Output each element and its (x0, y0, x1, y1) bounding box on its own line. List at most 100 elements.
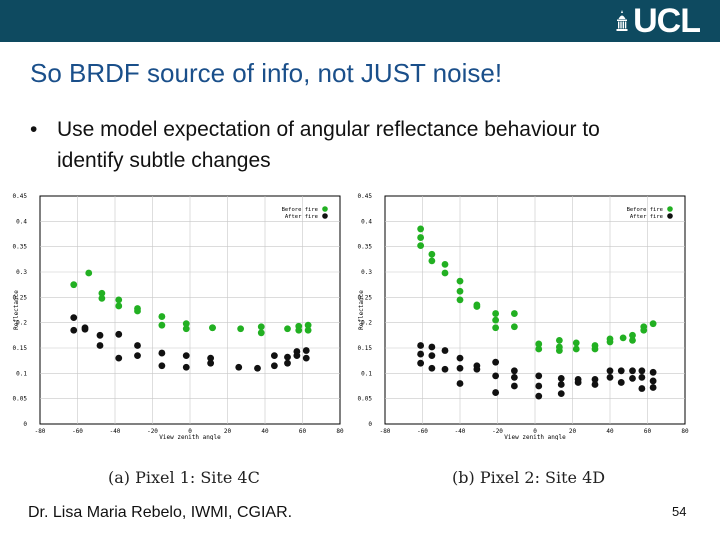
y-tick-label: 0.05 (13, 396, 28, 403)
data-point-after-fire (510, 367, 518, 375)
data-point-before-fire (492, 316, 500, 324)
data-point-before-fire (591, 345, 599, 353)
data-point-before-fire (492, 324, 500, 332)
data-point-after-fire (428, 364, 436, 372)
data-point-before-fire (456, 277, 464, 285)
data-point-before-fire (115, 302, 123, 310)
data-point-before-fire (98, 294, 106, 302)
data-point-before-fire (510, 310, 518, 317)
chart-pixel-1: -80 -60 -40 -20 0 20 40 60 80 0 0.05 0.1 0.15 0.2 0.25… (13, 193, 344, 440)
data-point-after-fire (557, 375, 565, 382)
data-point-before-fire (295, 326, 303, 334)
x-tick-label: 60 (299, 428, 307, 435)
y-axis-label: Reflectance (358, 290, 365, 330)
data-point-before-fire (237, 325, 245, 333)
data-point-before-fire (441, 269, 449, 277)
ucl-logo-text: UCL (633, 2, 701, 40)
data-point-before-fire (98, 289, 106, 297)
y-tick-label: 0.35 (358, 244, 373, 251)
data-point-after-fire (428, 352, 436, 359)
data-point-before-fire (456, 296, 464, 304)
data-point-before-fire (158, 321, 166, 329)
data-point-after-fire (182, 352, 190, 359)
data-point-after-fire (207, 354, 215, 362)
data-point-after-fire (270, 352, 278, 359)
x-tick-label: 80 (681, 428, 689, 435)
data-point-after-fire (473, 365, 481, 373)
data-point-before-fire (629, 331, 636, 339)
data-point-after-fire (115, 354, 123, 362)
legend-marker (322, 206, 328, 212)
data-point-before-fire (535, 340, 543, 348)
x-tick-label: -20 (492, 428, 503, 435)
data-point-after-fire (649, 368, 657, 376)
data-point-after-fire (649, 384, 657, 391)
data-point-before-fire (555, 337, 563, 344)
data-point-after-fire (134, 342, 141, 349)
data-point-after-fire (629, 375, 636, 382)
data-point-before-fire (441, 261, 449, 268)
data-point-after-fire (70, 326, 78, 334)
chart-caption-b: (b) Pixel 2: Site 4D (452, 468, 606, 487)
data-point-before-fire (209, 324, 216, 332)
x-tick-label: 60 (644, 428, 652, 435)
bullet-point: • Use model expectation of angular refle… (30, 114, 630, 176)
data-point-before-fire (158, 313, 166, 320)
data-point-after-fire (158, 362, 166, 370)
data-point-before-fire (428, 250, 436, 258)
data-point-before-fire (417, 234, 425, 241)
data-point-after-fire (606, 373, 614, 381)
x-tick-label: -80 (380, 428, 391, 435)
data-point-after-fire (96, 331, 104, 339)
x-axis-label: View zenith angle (159, 434, 221, 440)
data-point-before-fire (85, 269, 93, 277)
x-tick-label: 20 (569, 428, 577, 435)
data-point-after-fire (535, 372, 543, 380)
ucl-logo[interactable]: UCL (615, 2, 701, 40)
data-point-after-fire (638, 367, 646, 375)
legend-marker (667, 213, 673, 219)
x-tick-label: 80 (336, 428, 344, 435)
data-point-before-fire (456, 287, 464, 295)
data-point-before-fire (572, 345, 580, 353)
data-point-after-fire (617, 367, 625, 375)
data-point-after-fire (629, 367, 636, 375)
x-tick-label: 40 (606, 428, 614, 435)
y-tick-label: 0 (23, 421, 27, 428)
header-banner: UCL (0, 0, 720, 42)
data-point-before-fire (115, 296, 123, 304)
y-tick-label: 0.2 (361, 320, 372, 327)
page-number: 54 (672, 504, 687, 519)
data-point-before-fire (492, 310, 500, 317)
y-tick-label: 0 (368, 421, 372, 428)
data-point-before-fire (649, 320, 657, 328)
data-point-after-fire (182, 363, 190, 371)
data-point-after-fire (617, 379, 625, 386)
data-point-before-fire (606, 338, 614, 346)
data-point-before-fire (182, 320, 190, 328)
data-point-before-fire (510, 323, 518, 331)
data-point-after-fire (158, 349, 166, 357)
data-point-after-fire (81, 325, 89, 333)
data-point-after-fire (441, 347, 449, 354)
data-point-after-fire (207, 359, 215, 367)
data-point-before-fire (428, 257, 436, 265)
x-tick-label: -40 (110, 428, 121, 435)
data-point-after-fire (115, 330, 123, 338)
data-point-after-fire (270, 362, 278, 370)
x-tick-label: 40 (261, 428, 269, 435)
x-tick-label: 20 (224, 428, 232, 435)
data-point-before-fire (257, 329, 265, 337)
y-tick-label: 0.05 (358, 396, 373, 403)
data-point-after-fire (638, 385, 646, 392)
data-point-after-fire (134, 352, 141, 359)
data-point-after-fire (456, 354, 464, 362)
x-axis-label: View zenith angle (504, 434, 566, 440)
x-tick-label: -60 (417, 428, 428, 435)
y-tick-label: 0.3 (16, 269, 27, 276)
data-point-after-fire (510, 382, 518, 390)
data-point-before-fire (535, 345, 543, 353)
legend-label: Before fire (282, 207, 318, 213)
data-point-before-fire (70, 281, 78, 289)
footer-author: Dr. Lisa Maria Rebelo, IWMI, CGIAR. (28, 504, 293, 521)
